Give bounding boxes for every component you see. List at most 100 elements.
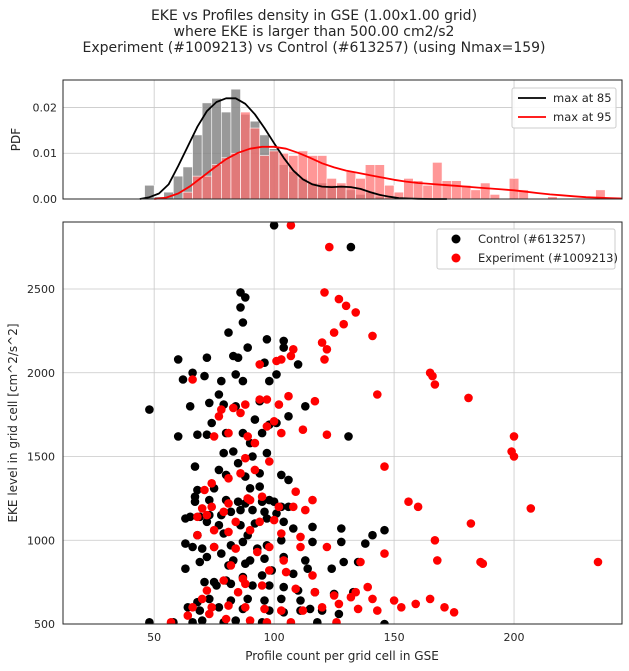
scatter-x-tick-label: 100 [264, 631, 285, 644]
scatter-y-label: EKE level in grid cell [cm^2/s^2] [6, 323, 20, 522]
experiment-point [291, 584, 301, 594]
control-point [214, 603, 224, 612]
experiment-histogram-bar [192, 175, 203, 200]
experiment-point [310, 396, 320, 406]
control-point [214, 465, 224, 475]
experiment-point [224, 474, 233, 483]
experiment-point [241, 453, 250, 463]
title-line-3: Experiment (#1009213) vs Control (#61325… [82, 40, 545, 56]
experiment-point [255, 395, 264, 404]
experiment-point [207, 603, 216, 612]
experiment-point [233, 587, 243, 597]
scatter-x-tick-label: 50 [147, 631, 161, 644]
experiment-point [250, 465, 260, 475]
experiment-point [298, 606, 308, 615]
experiment-point [449, 608, 459, 617]
experiment-point [269, 515, 279, 525]
experiment-histogram-bar [441, 180, 452, 200]
experiment-point [329, 328, 339, 337]
experiment-point [478, 559, 488, 568]
experiment-point [296, 542, 305, 552]
experiment-point [284, 391, 293, 401]
control-point [226, 507, 236, 517]
experiment-point [277, 428, 286, 438]
experiment-histogram-bar [221, 157, 232, 200]
control-point [241, 293, 250, 302]
control-point [260, 507, 269, 517]
scatter-x-ticks: 50 100 150 200 [147, 631, 524, 644]
control-point [217, 376, 226, 386]
experiment-point [274, 502, 284, 512]
control-point [265, 581, 274, 590]
experiment-histogram-bar [240, 111, 251, 200]
control-point [173, 355, 183, 364]
control-point [231, 616, 240, 624]
control-point [193, 485, 202, 495]
experiment-point [250, 438, 260, 448]
control-point [197, 616, 207, 624]
experiment-point [430, 380, 440, 389]
experiment-point [166, 618, 176, 624]
experiment-point [368, 331, 377, 341]
experiment-histogram-bar [211, 164, 222, 200]
control-point [301, 556, 310, 565]
control-point [308, 522, 317, 532]
control-point [301, 402, 310, 411]
experiment-point [241, 603, 250, 612]
control-point [197, 544, 207, 553]
control-point [279, 582, 289, 592]
control-point [202, 517, 212, 527]
experiment-point [286, 351, 296, 361]
scatter-x-tick-label: 200 [504, 631, 525, 644]
experiment-point [310, 587, 320, 597]
experiment-point [224, 428, 233, 438]
control-point [262, 448, 272, 458]
control-point [188, 368, 197, 378]
control-kde-curve [139, 97, 447, 200]
chart-title: EKE vs Profiles density in GSE (1.00x1.0… [82, 8, 545, 56]
experiment-point [526, 504, 536, 513]
control-point [346, 242, 356, 252]
experiment-histogram-bar [269, 150, 280, 200]
experiment-point [257, 492, 267, 502]
experiment-point [262, 422, 272, 431]
experiment-point [373, 606, 382, 615]
pdf-frame [62, 79, 623, 200]
experiment-point [322, 345, 332, 354]
control-point [233, 353, 243, 363]
legend-control-marker [451, 234, 461, 244]
legend-control-kde-label: max at 85 [553, 91, 612, 105]
experiment-point [291, 487, 301, 497]
pdf-histogram-panel: 0.00 0.01 0.02 PDF max at 85 max at 95 [9, 79, 623, 206]
experiment-point [428, 371, 437, 381]
control-point [303, 564, 313, 573]
control-point [181, 539, 190, 548]
scatter-x-tick-label: 150 [384, 631, 405, 644]
control-point [236, 303, 245, 312]
control-point [339, 557, 349, 567]
experiment-point [286, 222, 296, 230]
control-point [173, 432, 183, 441]
experiment-point [188, 603, 197, 612]
experiment-point [226, 561, 236, 570]
control-point [241, 559, 250, 568]
control-point [207, 418, 216, 428]
control-point [257, 571, 267, 580]
experiment-point [281, 567, 291, 577]
control-point [289, 524, 298, 533]
control-point [200, 577, 209, 587]
pdf-y-tick-label: 0.02 [33, 101, 58, 114]
experiment-point [430, 536, 440, 545]
experiment-point [317, 338, 327, 347]
control-point [248, 452, 257, 461]
control-point [327, 564, 337, 573]
experiment-point [373, 390, 382, 399]
experiment-point [317, 603, 327, 612]
legend-experiment-marker [451, 253, 461, 263]
control-point [243, 343, 252, 352]
control-point [257, 428, 267, 438]
control-point [260, 596, 269, 605]
control-point [308, 537, 317, 547]
experiment-point [209, 525, 219, 535]
control-point [269, 222, 279, 230]
